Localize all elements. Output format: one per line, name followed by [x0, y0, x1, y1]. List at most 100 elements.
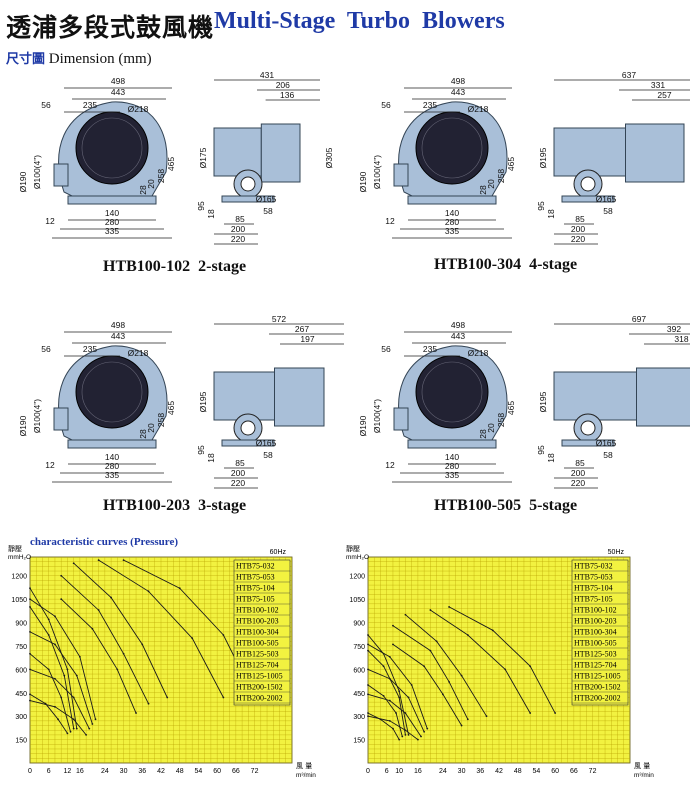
x-tick-label: 30 [120, 768, 128, 775]
series-line-htb125-704 [60, 575, 149, 704]
dim-b2: 200 [571, 468, 585, 478]
dim-s1: 267 [295, 324, 309, 334]
y-tick-label: 150 [353, 738, 365, 745]
data-point [429, 609, 432, 611]
data-point [504, 668, 507, 671]
dim-h1: Ø100(4") [32, 155, 42, 189]
data-point [367, 712, 369, 714]
y-axis-label-cn: 靜壓 [8, 544, 22, 553]
data-point [367, 684, 369, 686]
legend-item: HTB100-304 [574, 628, 617, 637]
series-line-htb200-2002 [448, 606, 556, 714]
data-point [97, 559, 100, 562]
dim-f1: 95 [196, 201, 206, 211]
data-point [529, 712, 532, 714]
data-point [79, 655, 81, 658]
dimension-label: 尺寸圖 Dimension (mm) [6, 48, 152, 68]
inlet-ring [421, 361, 483, 423]
dim-b4: 58 [263, 206, 273, 216]
data-point [60, 598, 63, 601]
y-tick-label: 1050 [11, 597, 27, 604]
dim-w-total: 498 [451, 320, 465, 330]
x-tick-label: 6 [47, 768, 51, 775]
data-point [91, 627, 94, 630]
dim-h3: 465 [506, 401, 516, 415]
data-point [392, 727, 394, 730]
dim-b1: 12 [385, 460, 395, 470]
dim-s2: 136 [280, 90, 294, 100]
data-point [29, 631, 31, 633]
chart-title: characteristic curves (Pressure) [30, 536, 179, 548]
x-tick-label: 66 [570, 768, 578, 775]
x-tick-label: 0 [366, 768, 370, 775]
data-point [485, 715, 488, 718]
dim-b1: 85 [235, 458, 245, 468]
x-tick-label: 24 [101, 768, 109, 775]
dim-h4: 258 [496, 169, 506, 183]
data-point [367, 643, 369, 646]
x-tick-label: 12 [64, 768, 72, 775]
dim-f1: 95 [536, 201, 546, 211]
dim-b3: 280 [445, 217, 459, 227]
model-caption-htb100-102: HTB100-102 2-stage [103, 258, 247, 275]
dim-h5: 20 [146, 179, 156, 189]
data-point [404, 734, 407, 736]
data-point [72, 562, 75, 565]
data-point [116, 668, 119, 671]
data-point [222, 696, 225, 699]
dim-h2: Ø190 [358, 415, 368, 436]
dim-b2: 200 [231, 224, 245, 234]
dim-h6: 28 [478, 429, 488, 439]
legend-item: HTB100-203 [236, 617, 279, 626]
dim-d2: Ø165 [256, 194, 277, 204]
dim-b4: 335 [105, 470, 119, 480]
y-tick-label: 300 [15, 714, 27, 721]
dim-s1: 206 [276, 80, 290, 90]
data-point [398, 690, 401, 693]
dim-left: 56 [381, 100, 391, 110]
motor-body [553, 127, 626, 177]
dim-h1: Ø100(4") [32, 399, 42, 433]
y-tick-label: 900 [15, 621, 27, 628]
data-point [29, 587, 31, 590]
outlet-flange [53, 407, 69, 431]
series-line-htb100-304 [29, 631, 93, 725]
data-point [75, 674, 78, 677]
data-point [435, 640, 438, 643]
data-point [407, 734, 410, 736]
data-point [491, 629, 494, 632]
dim-total: 572 [272, 316, 286, 324]
data-point [388, 699, 391, 702]
dim-dia: Ø218 [128, 348, 149, 358]
series-line-htb125-503 [392, 644, 462, 726]
x-tick-label: 60 [213, 768, 221, 775]
data-point [29, 598, 31, 601]
dim-inlet: 235 [83, 100, 97, 110]
data-point [47, 618, 50, 621]
dim-f2: 18 [546, 209, 556, 219]
series-line-htb100-203 [29, 668, 90, 729]
series-line-htb75-053 [29, 653, 71, 732]
data-point [401, 735, 404, 738]
frequency-label: 50Hz [608, 549, 625, 556]
data-point [29, 699, 31, 702]
data-point [382, 665, 385, 668]
x-tick-label: 0 [28, 768, 32, 775]
dim-b1: 85 [575, 458, 585, 468]
dim-b1: 12 [385, 216, 395, 226]
dim-b4: 335 [105, 226, 119, 236]
data-point [29, 652, 31, 655]
x-tick-label: 24 [439, 768, 447, 775]
data-point [395, 712, 397, 714]
x-tick-label: 42 [157, 768, 165, 775]
data-point [367, 693, 369, 696]
dim-h3: 465 [506, 157, 516, 171]
legend-item: HTB125-704 [574, 661, 617, 670]
y-tick-label: 150 [15, 738, 27, 745]
data-point [122, 559, 125, 562]
dim-b4: 58 [603, 206, 613, 216]
outlet-bore [240, 420, 256, 436]
y-tick-label: 750 [15, 644, 27, 651]
x-tick-label: 6 [385, 768, 389, 775]
